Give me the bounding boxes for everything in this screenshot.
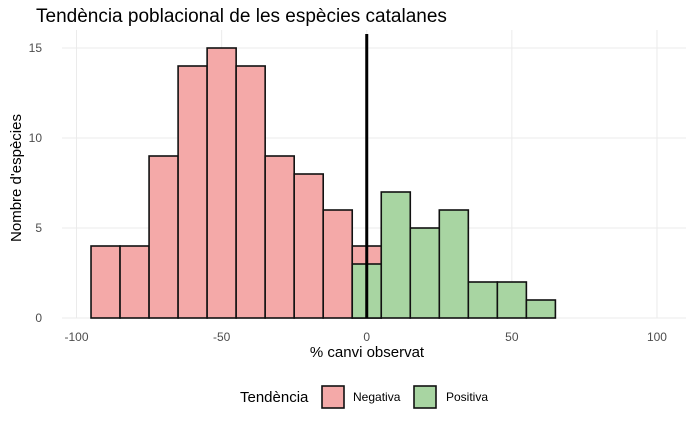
bar-negativa bbox=[264, 155, 295, 319]
bar-positiva bbox=[525, 299, 557, 319]
y-tick-label: 0 bbox=[35, 311, 42, 325]
legend-label-positiva: Positiva bbox=[446, 390, 488, 404]
bar-positiva bbox=[438, 209, 470, 319]
bar-negativa bbox=[322, 209, 354, 319]
x-axis-ticks: -100 -50 0 50 100 bbox=[64, 330, 667, 344]
legend-swatch-negativa bbox=[321, 385, 345, 409]
bar-positiva bbox=[467, 281, 499, 319]
x-tick-label: 100 bbox=[647, 330, 667, 344]
bar-negativa bbox=[90, 245, 121, 319]
x-tick-label: 0 bbox=[363, 330, 370, 344]
x-tick-label: -100 bbox=[64, 330, 88, 344]
bar-positiva bbox=[409, 227, 441, 319]
bar-negativa bbox=[293, 173, 325, 319]
legend-title: Tendència bbox=[240, 389, 309, 406]
y-tick-label: 5 bbox=[35, 221, 42, 235]
legend-label-negativa: Negativa bbox=[353, 390, 401, 404]
y-tick-label: 15 bbox=[29, 41, 43, 55]
legend-swatch-positiva bbox=[413, 385, 437, 409]
y-axis-ticks: 0 5 10 15 bbox=[29, 41, 43, 325]
chart-title: Tendència poblacional de les espècies ca… bbox=[36, 6, 447, 27]
y-tick-label: 10 bbox=[29, 131, 43, 145]
bar-negativa bbox=[148, 155, 179, 319]
bar-negativa bbox=[119, 245, 150, 319]
bar-negativa bbox=[235, 65, 266, 319]
legend: Tendència Negativa Positiva bbox=[240, 385, 488, 409]
histogram-bars bbox=[90, 47, 557, 319]
bar-positiva bbox=[496, 281, 528, 319]
x-tick-label: -50 bbox=[213, 330, 231, 344]
x-axis-title: % canvi observat bbox=[310, 344, 425, 361]
y-axis-title: Nombre d'espècies bbox=[8, 114, 25, 242]
bar-positiva bbox=[380, 191, 412, 319]
bar-negativa bbox=[177, 65, 208, 319]
bar-negativa bbox=[206, 47, 237, 319]
x-tick-label: 50 bbox=[505, 330, 519, 344]
